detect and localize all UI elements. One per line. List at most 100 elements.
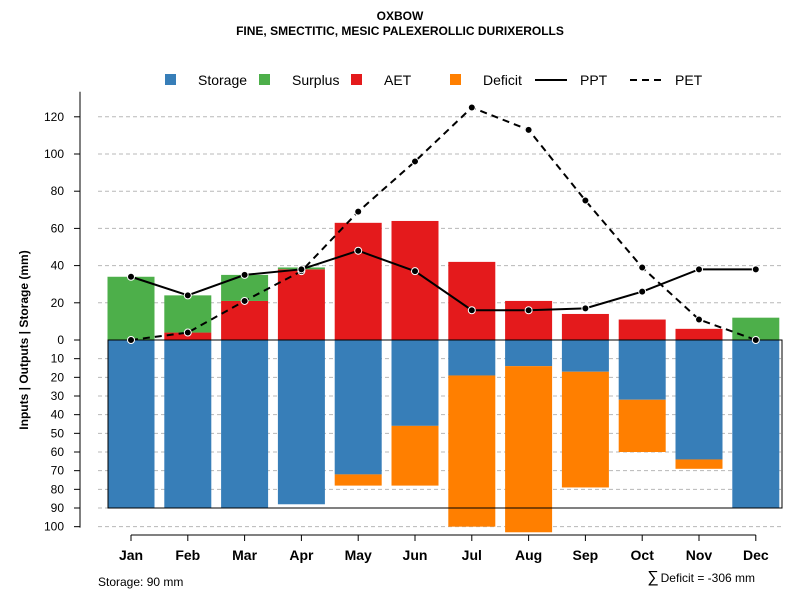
storage-bar [618,340,666,400]
y-tick-label: 80 [51,482,65,496]
y-tick-label: 60 [51,445,65,459]
pet-point [183,328,192,337]
x-tick-label: Jan [119,547,143,563]
pet-point [411,157,419,166]
ppt-point [127,272,135,281]
aet-bar [391,220,439,340]
y-tick-label: 10 [51,352,65,366]
y-tick-label: 90 [51,501,65,515]
pet-point [751,336,760,344]
x-tick-label: Feb [175,547,200,563]
y-axis-title: Inputs | Outputs | Storage (mm) [17,250,31,429]
pet-point [127,336,135,344]
aet-bar [448,261,496,340]
pet-point [467,103,476,112]
aet-bar [561,313,609,340]
y-tick-label: 120 [44,110,64,124]
pet-point [581,196,590,205]
surplus-bar [732,317,780,340]
ppt-point [297,265,306,274]
deficit-bar [561,371,609,488]
x-tick-label: Oct [631,547,655,563]
legend-label: PET [675,72,703,88]
aet-bar [221,300,269,340]
chart-title: OXBOW [376,9,424,23]
legend-label: PPT [580,72,608,88]
ppt-point [695,265,703,274]
deficit-bar [391,425,439,486]
surplus-bar [221,274,269,301]
ppt-point [524,306,533,315]
storage-capacity-note: Storage: 90 mm [98,575,184,589]
chart-subtitle: FINE, SMECTITIC, MESIC PALEXEROLLIC DURI… [236,24,564,38]
surplus-bar [164,295,212,333]
legend-swatch [165,74,176,85]
storage-capacity-box [107,339,783,509]
storage-bar [334,340,382,475]
y-tick-label: 40 [51,408,65,422]
storage-bar [505,340,553,367]
x-tick-label: Aug [515,547,542,563]
pet-line [130,106,757,341]
y-tick-label: 40 [51,259,65,273]
storage-bar [277,340,325,505]
x-tick-label: Dec [743,547,769,563]
pet-point [638,263,647,272]
deficit-total-label: Deficit = -306 mm [660,571,755,585]
ppt-point [581,304,590,313]
legend-swatch [259,74,270,85]
deficit-bar [334,474,382,486]
aet-bar [334,222,382,340]
x-tick-label: Sep [573,547,599,563]
y-tick-label: 20 [51,296,65,310]
x-tick-label: May [345,547,372,563]
aet-bar [277,269,325,340]
ppt-point [240,270,249,279]
y-tick-label: 30 [51,389,65,403]
y-tick-label: 50 [51,426,65,440]
pet-point [240,296,249,305]
sigma-icon: ∑ [647,569,659,586]
pet-point [524,125,533,134]
ppt-point [354,246,363,255]
ppt-point [751,265,760,274]
y-tick-label: 0 [57,333,64,347]
deficit-bar [448,375,496,527]
y-tick-label: 80 [51,184,65,198]
storage-bar [107,340,155,508]
x-tick-label: Jun [403,547,428,563]
ppt-point [183,291,192,300]
x-tick-label: Mar [232,547,257,563]
y-tick-label: 60 [51,221,65,235]
legend-label: AET [384,72,412,88]
pet-point [354,207,363,216]
pet-point [695,315,703,324]
ppt-line [130,249,756,312]
legend-swatch [450,74,461,85]
deficit-bar [505,366,553,533]
aet-bar [675,328,723,340]
x-tick-label: Nov [686,547,713,563]
ppt-point [638,287,647,296]
deficit-bar [618,399,666,452]
y-tick-label: 100 [44,520,64,534]
storage-bar [164,340,212,508]
ppt-point [411,267,419,276]
storage-bar [675,340,723,460]
x-tick-label: Apr [289,547,314,563]
legend-label: Surplus [292,72,339,88]
deficit-total-note: ∑ Deficit = -306 mm [647,569,755,587]
deficit-bar [675,459,723,469]
legend-swatch [351,74,362,85]
y-tick-label: 70 [51,464,65,478]
storage-bar [221,340,269,508]
surplus-bar [107,276,155,340]
storage-bar [391,340,439,426]
legend-label: Deficit [483,72,522,88]
ppt-point [467,306,476,315]
storage-bar [732,340,780,508]
y-tick-label: 20 [51,370,65,384]
storage-bar [448,340,496,376]
y-tick-label: 100 [44,147,64,161]
